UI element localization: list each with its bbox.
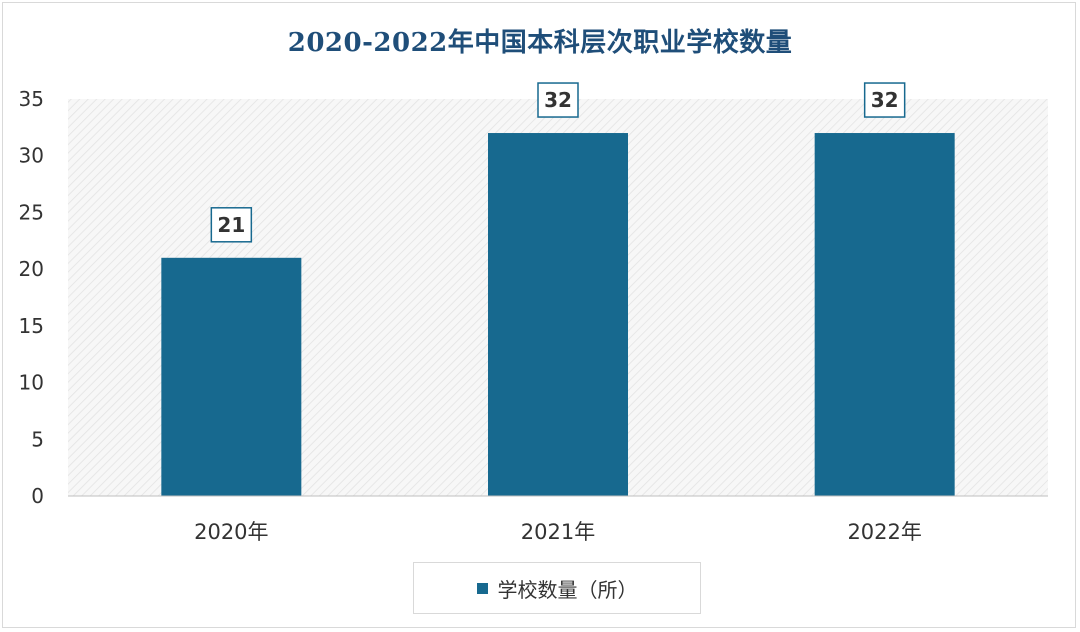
- bar-2: [814, 133, 955, 496]
- y-tick-label: 25: [19, 200, 44, 224]
- data-label-box: [210, 207, 253, 243]
- bars: [161, 133, 955, 496]
- y-axis: 0 5 10 15 20 25 30 35: [19, 87, 44, 508]
- x-tick-label: 2021年: [521, 520, 595, 544]
- x-tick-label: 2022年: [847, 520, 921, 544]
- y-tick-label: 5: [31, 427, 44, 451]
- bar-0: [161, 257, 302, 496]
- legend-label: 学校数量（所）: [497, 577, 638, 602]
- data-label-box: [863, 82, 906, 118]
- chart-title: 2020-2022年中国本科层次职业学校数量: [287, 28, 793, 58]
- data-label: 32: [871, 88, 899, 112]
- x-axis: 2020年 2021年 2022年: [68, 495, 1048, 544]
- y-tick-label: 0: [31, 484, 44, 508]
- data-label: 21: [217, 213, 245, 237]
- y-tick-label: 10: [19, 371, 44, 395]
- data-label-box: [537, 82, 579, 118]
- data-labels: 21 32 32: [210, 82, 906, 243]
- x-tick-label: 2020年: [194, 520, 268, 544]
- bar-1: [488, 133, 628, 496]
- y-tick-label: 15: [19, 314, 44, 338]
- data-label: 32: [544, 88, 572, 112]
- bar-chart: 0 5 10 15 20 25 30 35 21 32 32 2020年 2021年 2022年: [19, 82, 1048, 544]
- y-tick-label: 30: [19, 144, 44, 168]
- y-tick-label: 20: [19, 257, 44, 281]
- y-tick-label: 35: [19, 87, 44, 111]
- legend: 学校数量（所）: [413, 562, 701, 614]
- legend-swatch: [476, 582, 488, 594]
